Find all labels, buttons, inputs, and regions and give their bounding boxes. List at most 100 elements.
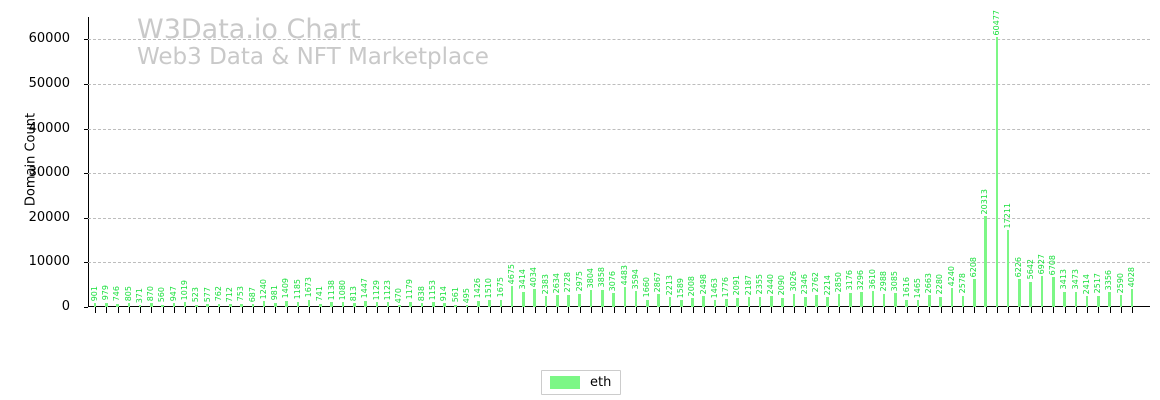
bar [646, 299, 649, 307]
bar [668, 297, 672, 307]
bar [792, 293, 796, 307]
bar-value-label: 870 [146, 285, 156, 302]
bar-value-label: 561 [450, 287, 460, 303]
bar [770, 296, 773, 307]
x-tick-mark [613, 307, 615, 313]
x-tick-mark [410, 307, 412, 313]
bar [127, 303, 131, 307]
bar [916, 300, 920, 307]
bar [522, 291, 525, 307]
x-tick-mark [94, 307, 96, 313]
bar [927, 295, 931, 307]
bar-value-label: 3356 [1104, 269, 1114, 291]
bar [93, 302, 97, 307]
x-tick-mark [602, 307, 604, 313]
bar-value-label: 5642 [1025, 259, 1035, 280]
bar [702, 295, 706, 307]
bar [882, 293, 886, 307]
x-tick-mark [185, 307, 187, 313]
bar-value-label: 3296 [856, 269, 866, 291]
x-tick-mark [286, 307, 288, 313]
bar [195, 304, 198, 307]
x-tick-mark [196, 307, 198, 313]
gridline [88, 83, 1150, 85]
bar-value-label: 20313 [980, 188, 990, 215]
x-tick-mark [117, 307, 119, 313]
x-tick-mark [162, 307, 164, 313]
bar [803, 296, 807, 307]
bar-value-label: 577 [202, 287, 212, 303]
bar [409, 301, 412, 307]
x-tick-mark [861, 307, 863, 313]
bar-value-label: 2008 [687, 275, 697, 297]
bar-value-label: 1426 [473, 278, 483, 299]
x-tick-mark [793, 307, 795, 313]
bar [939, 296, 942, 307]
x-tick-mark [376, 307, 378, 313]
x-tick-mark [715, 307, 717, 313]
x-tick-mark [917, 307, 919, 313]
x-tick-mark [264, 307, 266, 313]
x-tick-mark [647, 307, 649, 313]
bar [747, 297, 751, 307]
bar [352, 303, 356, 307]
bar-value-label: 4483 [619, 264, 629, 285]
bar-value-label: 1080 [337, 279, 347, 301]
bar [296, 301, 300, 307]
y-tick-mark [84, 217, 88, 219]
x-tick-mark [140, 307, 142, 313]
bar [567, 294, 570, 307]
bar [589, 290, 593, 307]
chart-legend[interactable]: eth [541, 370, 622, 395]
bar [961, 295, 965, 307]
bar-value-label: 1447 [360, 278, 370, 299]
bar-value-label: 1660 [642, 277, 652, 298]
bar-value-label: 914 [439, 285, 449, 301]
bar-value-label: 1463 [709, 278, 719, 299]
x-tick-mark [906, 307, 908, 313]
y-tick-mark [84, 83, 88, 85]
bar-value-label: 2383 [540, 274, 550, 295]
bar-value-label: 4675 [506, 263, 516, 285]
bar [544, 296, 548, 307]
x-tick-mark [173, 307, 175, 313]
bar [375, 301, 379, 307]
bar-value-label: 1138 [326, 279, 336, 300]
bar-value-label: 947 [168, 285, 178, 301]
x-tick-mark [354, 307, 356, 313]
bar [950, 288, 954, 307]
x-axis-spine [88, 306, 1150, 307]
x-tick-mark [467, 307, 469, 313]
bar-value-label: 3594 [630, 268, 640, 289]
bar [1040, 276, 1044, 307]
x-tick-mark [827, 307, 829, 313]
bar-value-label: 4240 [946, 265, 956, 287]
plot-area: 0 10000 20000 30000 40000 50000 60000 901 979 74… [29, 10, 1150, 314]
bar-value-label: 2590 [1115, 273, 1125, 294]
bar-value-label: 805 [123, 286, 133, 302]
x-tick-mark [703, 307, 705, 313]
x-tick-mark [669, 307, 671, 313]
x-tick-mark [1019, 307, 1021, 313]
x-tick-mark [681, 307, 683, 313]
bar [1085, 296, 1089, 307]
bar [1130, 289, 1134, 307]
x-tick-mark [275, 307, 277, 313]
x-tick-mark [658, 307, 660, 313]
bar-value-label: 2663 [924, 272, 934, 294]
bar [1018, 279, 1021, 307]
bar-value-label: 1123 [382, 279, 392, 300]
bar-value-label: 3858 [597, 267, 607, 288]
x-tick-mark [940, 307, 942, 313]
x-tick-mark [963, 307, 965, 313]
x-tick-mark [512, 307, 514, 313]
bar [307, 299, 311, 307]
bar-value-label: 1185 [292, 279, 302, 300]
bar-value-label: 838 [416, 285, 426, 302]
bar [815, 294, 818, 307]
gridline [88, 128, 1150, 130]
bar [1108, 292, 1111, 307]
gridline [88, 217, 1150, 219]
bar [477, 300, 480, 307]
